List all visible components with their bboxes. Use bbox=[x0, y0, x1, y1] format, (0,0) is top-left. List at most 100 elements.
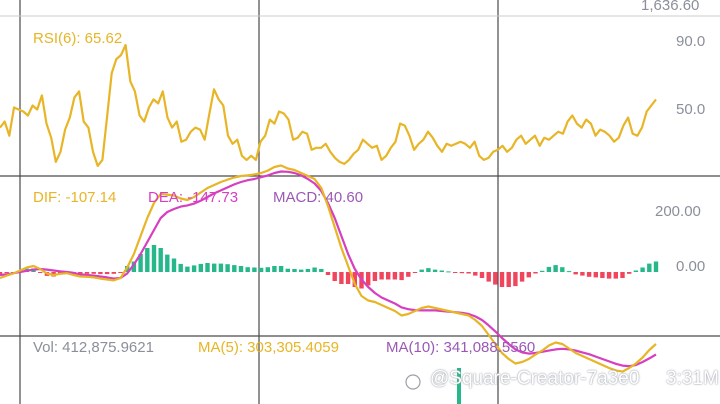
rsi-axis-50: 50.0 bbox=[676, 101, 706, 118]
macd-bar bbox=[627, 272, 632, 274]
macd-bar bbox=[339, 272, 344, 284]
macd-bar bbox=[305, 269, 311, 272]
rsi-axis-90: 90.0 bbox=[676, 33, 706, 50]
macd-bar bbox=[399, 272, 404, 281]
macd-bar bbox=[292, 269, 297, 272]
macd-bar bbox=[566, 271, 572, 273]
watermark-text: @Square-Creator-7a3e0 bbox=[430, 368, 640, 389]
macd-bar bbox=[419, 269, 424, 272]
macd-bar bbox=[406, 272, 411, 277]
macd-bar bbox=[466, 272, 471, 274]
macd-bar bbox=[412, 272, 418, 273]
dif-line bbox=[0, 164, 657, 373]
rsi-label: RSI(6): 65.62 bbox=[33, 30, 123, 47]
macd-bar bbox=[299, 269, 304, 272]
macd-bar bbox=[252, 267, 257, 272]
macd-bar bbox=[546, 266, 552, 272]
macd-bar bbox=[519, 272, 525, 282]
macd-bar bbox=[285, 268, 290, 272]
macd-bar bbox=[138, 254, 143, 272]
macd-bar bbox=[232, 265, 237, 272]
macd-bar bbox=[513, 272, 518, 287]
macd-bar bbox=[633, 270, 639, 272]
macd-bar bbox=[265, 267, 270, 272]
macd-bar bbox=[647, 263, 652, 272]
watermark-time: 3:31M bbox=[666, 368, 719, 389]
macd-bar bbox=[145, 248, 150, 272]
macd-bar bbox=[198, 263, 203, 272]
macd-bar bbox=[473, 272, 478, 276]
macd-bar bbox=[506, 272, 511, 287]
macd-bar bbox=[332, 272, 337, 281]
macd-bar bbox=[432, 269, 438, 272]
macd-bar bbox=[640, 267, 645, 272]
macd-bar bbox=[439, 270, 444, 272]
macd-bar bbox=[613, 272, 618, 279]
macd-bar bbox=[225, 264, 230, 272]
macd-label: MACD: 40.60 bbox=[273, 189, 364, 206]
macd-bar bbox=[111, 272, 116, 274]
macd-bar bbox=[446, 271, 451, 273]
macd-bar bbox=[238, 266, 244, 272]
macd-bar bbox=[171, 258, 177, 272]
macd-bar bbox=[212, 263, 217, 272]
macd-bar bbox=[258, 267, 264, 272]
macd-bar bbox=[453, 272, 458, 273]
macd-bar bbox=[38, 272, 43, 273]
macd-bar bbox=[158, 248, 163, 272]
macd-bar bbox=[606, 272, 612, 279]
macd-bar bbox=[486, 272, 491, 282]
macd-bar bbox=[165, 254, 170, 272]
dea-label: DEA: -147.73 bbox=[148, 189, 239, 206]
macd-bar bbox=[352, 272, 357, 287]
macd-bar bbox=[372, 272, 378, 281]
marker-bar bbox=[457, 368, 461, 404]
rsi-line bbox=[0, 43, 657, 167]
macd-bar bbox=[386, 272, 391, 280]
macd-bar bbox=[426, 268, 431, 272]
macd-bar bbox=[533, 272, 538, 274]
macd-bar bbox=[191, 265, 197, 272]
macd-bar bbox=[78, 272, 83, 275]
macd-bar bbox=[312, 267, 317, 272]
macd-bar bbox=[98, 272, 103, 275]
macd-bar bbox=[586, 272, 592, 277]
vol-ma5-label: MA(5): 303,305.4059 bbox=[198, 339, 339, 356]
macd-axis-0: 0.00 bbox=[676, 258, 706, 275]
macd-bar bbox=[151, 245, 157, 272]
macd-bar bbox=[218, 263, 224, 272]
macd-bar bbox=[540, 270, 545, 272]
macd-bar bbox=[593, 272, 598, 278]
macd-bar bbox=[131, 261, 137, 272]
macd-bar bbox=[600, 272, 605, 278]
macd-bar bbox=[366, 272, 371, 286]
macd-bar bbox=[620, 272, 625, 278]
macd-bar bbox=[553, 265, 558, 272]
macd-bar bbox=[104, 272, 110, 275]
macd-bar bbox=[580, 272, 585, 276]
macd-bar bbox=[185, 266, 190, 272]
macd-bar bbox=[205, 263, 210, 272]
macd-bar bbox=[245, 267, 250, 272]
macd-bar bbox=[526, 272, 531, 278]
macd-bar bbox=[345, 272, 351, 284]
macd-bar bbox=[493, 272, 498, 285]
macd-bar bbox=[319, 269, 324, 272]
macd-bar bbox=[560, 267, 565, 272]
macd-bar bbox=[653, 261, 659, 272]
macd-bar bbox=[84, 272, 90, 274]
macd-bar bbox=[91, 272, 96, 274]
watermark-logo-icon bbox=[405, 374, 421, 390]
macd-bar bbox=[272, 266, 277, 272]
macd-bar bbox=[118, 272, 123, 273]
dif-label: DIF: -107.14 bbox=[33, 189, 117, 206]
macd-bar bbox=[178, 263, 183, 272]
macd-bar bbox=[278, 266, 284, 272]
macd-bar bbox=[4, 272, 9, 274]
macd-bar bbox=[479, 272, 485, 278]
macd-axis-200: 200.00 bbox=[655, 203, 701, 220]
macd-bar bbox=[392, 272, 398, 280]
macd-bar bbox=[499, 272, 505, 287]
top-price-label: 1,636.60 bbox=[641, 0, 700, 14]
